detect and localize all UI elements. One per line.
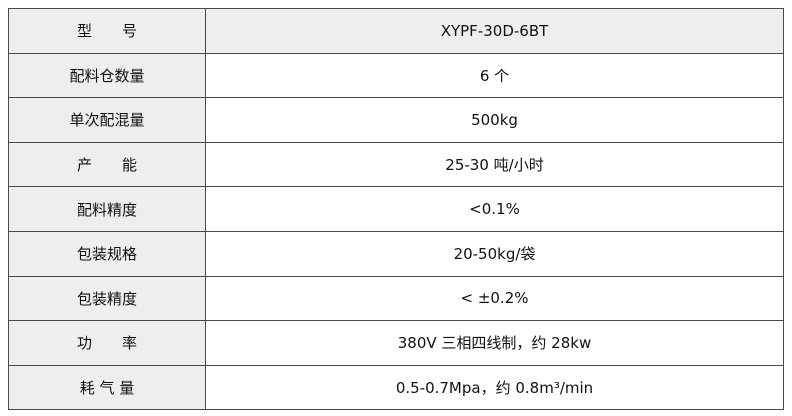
table-row: 包装规格 20-50kg/袋 <box>8 230 784 277</box>
spec-label: 功 率 <box>8 320 206 366</box>
table-row: 配料仓数量 6 个 <box>8 52 784 99</box>
table-row: 产 能 25-30 吨/小时 <box>8 141 784 188</box>
spec-label: 单次配混量 <box>8 97 206 143</box>
table-row: 配料精度 <0.1% <box>8 186 784 232</box>
spec-label: 耗 气 量 <box>8 364 206 411</box>
spec-label: 配料仓数量 <box>8 52 206 99</box>
spec-value: 0.5-0.7Mpa，约 0.8m³/min <box>205 364 784 411</box>
spec-value: 25-30 吨/小时 <box>205 141 784 188</box>
spec-label: 配料精度 <box>8 186 206 232</box>
spec-table: 型 号 XYPF-30D-6BT 配料仓数量 6 个单次配混量 500kg 产 能 25-3… <box>8 8 784 411</box>
table-row: 耗 气 量 0.5-0.7Mpa，约 0.8m³/min <box>8 364 784 411</box>
spec-value: 380V 三相四线制，约 28kw <box>205 320 784 366</box>
spec-value: 20-50kg/袋 <box>205 230 784 277</box>
table-row: 包装精度 < ±0.2% <box>8 275 784 322</box>
table-row: 功 率 380V 三相四线制，约 28kw <box>8 320 784 366</box>
table-body: 型 号 XYPF-30D-6BT 配料仓数量 6 个单次配混量 500kg 产 能 25-3… <box>8 8 784 411</box>
spec-value: 500kg <box>205 97 784 143</box>
spec-value: 6 个 <box>205 52 784 99</box>
spec-label: 型 号 <box>8 8 206 54</box>
table-row: 单次配混量 500kg <box>8 97 784 143</box>
spec-label: 包装精度 <box>8 275 206 322</box>
spec-value: <0.1% <box>205 186 784 232</box>
spec-label: 产 能 <box>8 141 206 188</box>
spec-value: XYPF-30D-6BT <box>205 8 784 54</box>
spec-label: 包装规格 <box>8 230 206 277</box>
table-row: 型 号 XYPF-30D-6BT <box>8 8 784 54</box>
spec-value: < ±0.2% <box>205 275 784 322</box>
